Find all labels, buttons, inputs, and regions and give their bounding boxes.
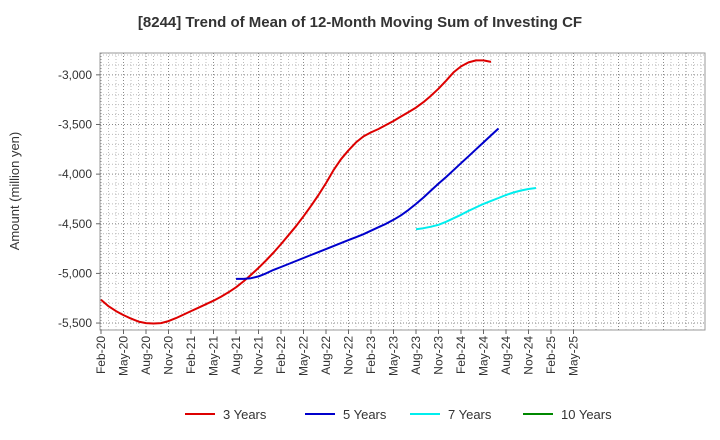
x-tick-label: Nov-21 <box>252 336 266 375</box>
y-tick-label: -5,500 <box>58 316 92 330</box>
series-lines <box>100 59 537 325</box>
x-tick-label: Nov-20 <box>162 336 176 375</box>
x-axis-ticks: Feb-20 May-20 Aug-20 Nov-20 Feb-21 May-21 Aug-… <box>94 330 581 376</box>
x-tick-label: May-23 <box>387 336 401 376</box>
legend-label: 5 Years <box>343 407 387 422</box>
y-axis-ticks: -3,000 -3,500 -4,000 -4,500 -5,000 -5,500 <box>58 68 100 330</box>
x-tick-label: Feb-23 <box>364 336 378 374</box>
x-tick-label: May-22 <box>297 336 311 376</box>
y-tick-label: -5,000 <box>58 266 92 280</box>
x-tick-label: May-24 <box>477 336 491 376</box>
y-tick-label: -4,000 <box>58 167 92 181</box>
y-tick-label: -4,500 <box>58 217 92 231</box>
x-tick-label: May-25 <box>567 336 581 376</box>
x-tick-label: Aug-22 <box>319 336 333 375</box>
x-tick-label: Aug-21 <box>229 336 243 375</box>
x-tick-label: May-21 <box>207 336 221 376</box>
legend-label: 10 Years <box>561 407 612 422</box>
x-tick-label: Aug-23 <box>409 336 423 375</box>
y-tick-label: -3,500 <box>58 117 92 131</box>
x-tick-label: Feb-22 <box>274 336 288 374</box>
x-tick-label: Feb-25 <box>544 336 558 374</box>
x-tick-label: Feb-24 <box>454 336 468 374</box>
x-tick-label: Nov-24 <box>522 336 536 375</box>
x-tick-label: Feb-20 <box>94 336 108 374</box>
chart-title: [8244] Trend of Mean of 12-Month Moving … <box>137 14 583 31</box>
x-tick-label: Aug-24 <box>499 336 513 375</box>
x-tick-label: Feb-21 <box>184 336 198 374</box>
series-line-5-years <box>236 127 500 280</box>
x-tick-label: Nov-23 <box>432 336 446 375</box>
legend: 3 Years 5 Years 7 Years 10 Years <box>185 407 612 422</box>
series-line-3-years <box>100 59 492 325</box>
series-line-7-years <box>415 187 537 231</box>
y-tick-label: -3,000 <box>58 68 92 82</box>
x-tick-label: May-20 <box>117 336 131 376</box>
x-tick-label: Aug-20 <box>139 336 153 375</box>
legend-label: 7 Years <box>448 407 492 422</box>
y-axis-label: Amount (million yen) <box>7 132 22 251</box>
x-tick-label: Nov-22 <box>342 336 356 375</box>
legend-label: 3 Years <box>223 407 267 422</box>
